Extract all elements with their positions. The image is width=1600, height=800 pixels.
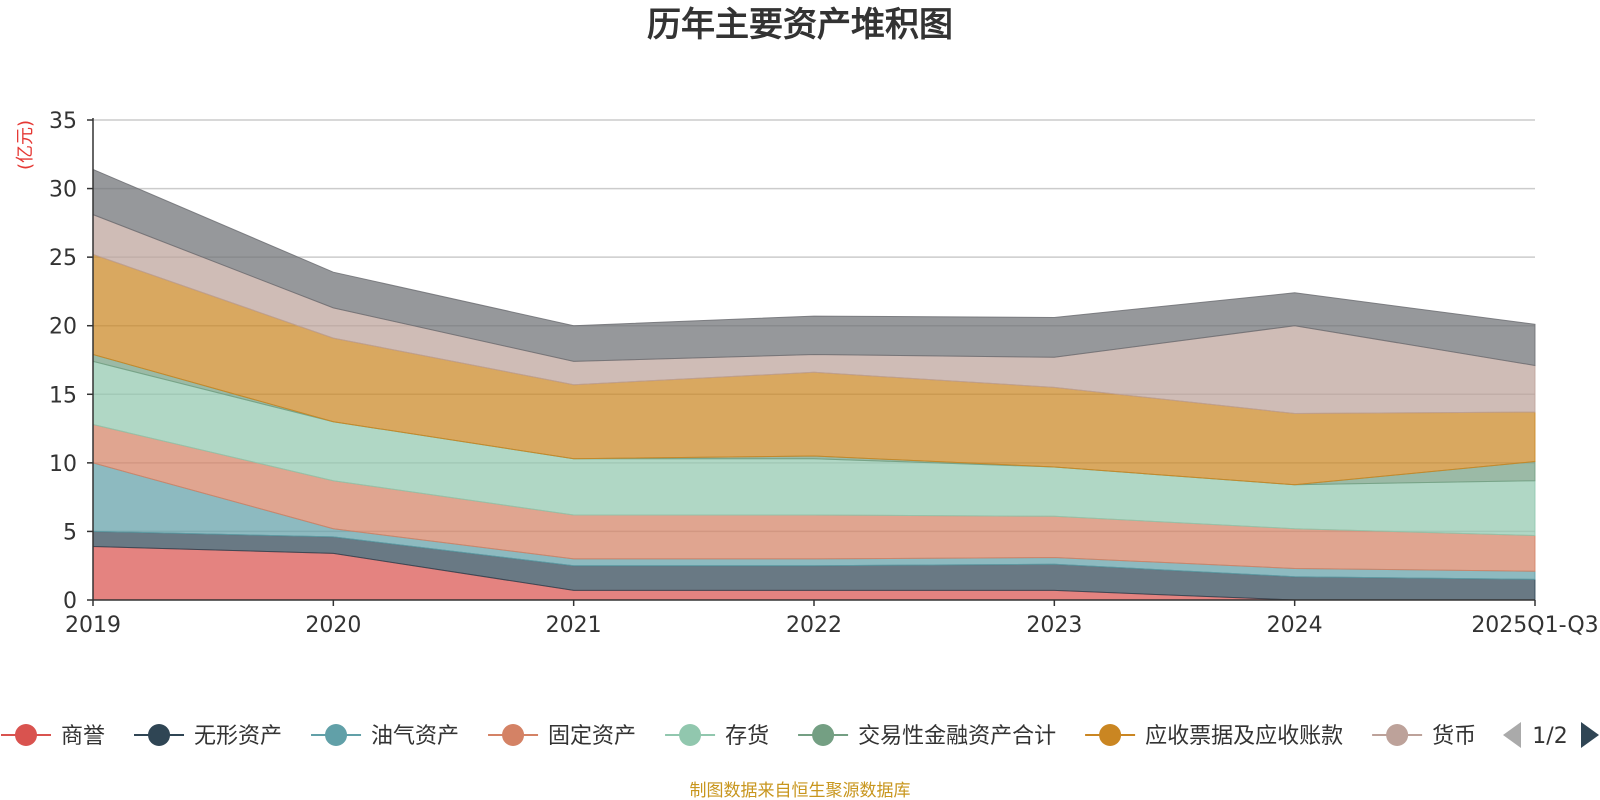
legend-next-page-icon[interactable] (1581, 722, 1599, 748)
legend-label: 货币 (1432, 724, 1476, 749)
x-tick-label: 2021 (546, 613, 602, 638)
y-tick-label: 15 (49, 383, 77, 408)
y-tick-label: 35 (49, 109, 77, 134)
legend-prev-page-icon[interactable] (1503, 722, 1521, 748)
legend-items: 商誉 无形资产 油气资产 固定资产 存货 交易性金融资产合计 应收票据及应收账款 货币 (1, 724, 1476, 749)
y-tick-label: 5 (63, 520, 77, 545)
legend-item[interactable]: 应收票据及应收账款 (1085, 724, 1343, 749)
legend-circle-marker (812, 724, 835, 746)
x-tick-label: 2022 (786, 613, 842, 638)
area-其他 (92, 168, 1536, 367)
y-tick-label: 20 (49, 315, 77, 340)
y-axis-unit-label: (亿元) (15, 120, 36, 170)
legend-circle-marker (679, 724, 702, 746)
legend-label: 油气资产 (371, 724, 459, 749)
legend-item[interactable]: 货币 (1372, 724, 1476, 749)
x-tick-label: 2025Q1-Q3 (1471, 613, 1598, 638)
legend-item[interactable]: 存货 (665, 724, 769, 749)
legend-item[interactable]: 商誉 (1, 724, 105, 749)
x-tick-label: 2019 (65, 613, 121, 638)
x-tick-label: 2023 (1026, 613, 1082, 638)
y-tick-label: 25 (49, 246, 77, 271)
legend-item[interactable]: 固定资产 (488, 724, 636, 749)
legend-item[interactable]: 无形资产 (134, 724, 282, 749)
area-series-group (92, 168, 1536, 601)
legend-pager: 1/2 (1503, 722, 1599, 749)
x-tick-label: 2024 (1267, 613, 1323, 638)
legend-label: 固定资产 (548, 724, 636, 749)
y-tick-label: 30 (49, 178, 77, 203)
legend-label: 应收票据及应收账款 (1145, 724, 1343, 749)
legend-page-indicator: 1/2 (1532, 724, 1567, 749)
legend-circle-marker (15, 724, 37, 746)
legend-label: 交易性金融资产合计 (858, 724, 1056, 749)
y-tick-label: 10 (49, 452, 77, 477)
x-tick-label: 2020 (305, 613, 361, 638)
legend-circle-marker (325, 724, 348, 746)
legend-circle-marker (148, 724, 171, 746)
data-source-note: 制图数据来自恒生聚源数据库 (690, 781, 911, 800)
legend: 商誉 无形资产 油气资产 固定资产 存货 交易性金融资产合计 应收票据及应收账款 货币 (1, 724, 1476, 749)
legend-label: 商誉 (61, 724, 105, 749)
legend-circle-marker (1386, 724, 1409, 746)
legend-item[interactable]: 油气资产 (311, 724, 459, 749)
legend-circle-marker (1099, 724, 1122, 746)
legend-label: 存货 (725, 724, 769, 749)
axes: 0 5 10 15 20 25 30 35 2019 2020 2021 2022 2023 2024 20… (49, 109, 1599, 638)
chart-title: 历年主要资产堆积图 (647, 5, 953, 45)
y-tick-label: 0 (63, 589, 77, 614)
legend-label: 无形资产 (194, 724, 282, 749)
legend-circle-marker (502, 724, 525, 746)
legend-item[interactable]: 交易性金融资产合计 (798, 724, 1056, 749)
